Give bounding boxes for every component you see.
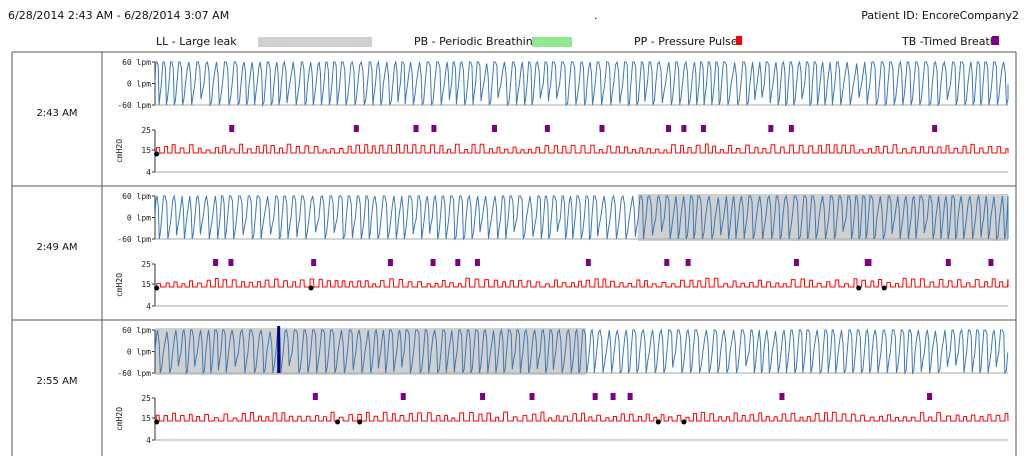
timed-breath-mark: [474, 259, 480, 266]
pressure-tick-label: 4: [146, 436, 151, 445]
patient-id: Patient ID: EncoreCompany2: [861, 9, 1019, 22]
timed-breath-mark: [793, 259, 799, 266]
flow-waveform: [154, 328, 1009, 375]
pressure-event-dot: [681, 419, 687, 425]
pressure-axis-label: cmH2O: [115, 139, 124, 163]
legend-large-leak: LL - Large leak: [156, 35, 372, 49]
pressure-tick-label: 4: [146, 302, 151, 311]
timed-breath-mark: [627, 393, 633, 400]
timed-breath-mark: [431, 125, 437, 132]
legend-pressure-pulse-label: PP - Pressure Pulse: [634, 35, 738, 48]
pressure-waveform: [155, 411, 1009, 422]
row-time: 2:49 AM: [36, 242, 77, 253]
row-2: 2:49 AM 60 lpm 0 lpm -60 lpm cmH2O 25 15 4: [12, 185, 1016, 311]
pressure-tick-label: 25: [141, 260, 151, 269]
timed-breath-mark: [585, 259, 591, 266]
timed-breath-mark: [353, 125, 359, 132]
timed-breath-mark: [529, 393, 535, 400]
pressure-axis-label: cmH2O: [115, 273, 124, 297]
legend-periodic-breathing: PB - Periodic Breathing: [414, 35, 572, 49]
timed-breath-mark: [413, 125, 419, 132]
timed-breath-mark: [681, 125, 687, 132]
timed-breath-mark: [779, 393, 785, 400]
timed-breath-mark: [544, 125, 550, 132]
legend-pressure-pulse: PP - Pressure Pulse: [634, 35, 742, 49]
row-time: 2:43 AM: [36, 108, 77, 119]
timed-breath-mark: [768, 125, 774, 132]
legend-timed-breath: TB -Timed Breath: [902, 35, 999, 49]
timed-breath-mark: [312, 393, 318, 400]
pressure-event-dot: [881, 285, 887, 291]
pressure-event-dot: [154, 285, 160, 291]
timed-breath-mark: [430, 259, 436, 266]
pressure-tick-label: 25: [141, 126, 151, 135]
timed-breath-mark: [480, 393, 486, 400]
flow-waveform: [154, 60, 1009, 107]
timed-breath-mark: [491, 125, 497, 132]
timed-breath-mark: [945, 259, 951, 266]
legend-timed-breath-swatch: [992, 36, 999, 45]
pressure-waveform: [155, 143, 1009, 154]
timed-breath-mark: [988, 259, 994, 266]
pressure-event-dot: [335, 419, 341, 425]
pressure-tick-label: 25: [141, 394, 151, 403]
timed-breath-mark: [685, 259, 691, 266]
flow-tick-label: 60 lpm: [122, 326, 151, 335]
timed-breath-mark: [610, 393, 616, 400]
pressure-tick-label: 15: [141, 280, 151, 289]
timed-breath-mark: [213, 259, 219, 266]
timed-breath-mark: [788, 125, 794, 132]
legend-large-leak-label: LL - Large leak: [156, 35, 237, 48]
legend-timed-breath-label: TB -Timed Breath: [902, 35, 997, 48]
timed-breath-mark: [664, 259, 670, 266]
timed-breath-mark: [866, 259, 872, 266]
flow-tick-label: 0 lpm: [127, 214, 151, 223]
timed-breath-mark: [592, 393, 598, 400]
timed-breath-mark: [927, 393, 933, 400]
legend-periodic-breathing-label: PB - Periodic Breathing: [414, 35, 540, 48]
flow-tick-label: 60 lpm: [122, 192, 151, 201]
legend-periodic-breathing-swatch: [532, 37, 572, 47]
pressure-event-dot: [154, 151, 160, 157]
timed-breath-mark: [599, 125, 605, 132]
flow-tick-label: 60 lpm: [122, 58, 151, 67]
pressure-axis-label: cmH2O: [115, 407, 124, 431]
pressure-event-dot: [308, 285, 314, 291]
timed-breath-mark: [311, 259, 317, 266]
pressure-tick-label: 15: [141, 146, 151, 155]
timed-breath-mark: [666, 125, 672, 132]
legend-large-leak-swatch: [258, 37, 372, 47]
header-dot: .: [594, 9, 598, 22]
flow-tick-label: 0 lpm: [127, 348, 151, 357]
flow-tick-label: -60 lpm: [117, 235, 151, 244]
flow-tick-label: -60 lpm: [117, 101, 151, 110]
flow-waveform: [154, 194, 1009, 241]
pressure-event-dot: [655, 419, 661, 425]
timed-breath-mark: [455, 259, 461, 266]
timed-breath-mark: [228, 259, 234, 266]
flow-tick-label: -60 lpm: [117, 369, 151, 378]
pressure-tick-label: 4: [146, 168, 151, 177]
row-time: 2:55 AM: [36, 376, 77, 387]
timed-breath-mark: [229, 125, 235, 132]
row-3: 2:55 AM 60 lpm 0 lpm -60 lpm cmH2O 25 15 4: [12, 319, 1016, 445]
pressure-event-dot: [856, 285, 862, 291]
timed-breath-mark: [387, 259, 393, 266]
timed-breath-mark: [400, 393, 406, 400]
timed-breath-mark: [932, 125, 938, 132]
row-1: 2:43 AM 60 lpm 0 lpm -60 lpm cmH2O 25 15 4: [36, 58, 1009, 177]
pressure-waveform: [155, 277, 1009, 288]
pressure-event-dot: [357, 419, 363, 425]
pressure-tick-label: 15: [141, 414, 151, 423]
timed-breath-mark: [700, 125, 706, 132]
pressure-event-dot: [154, 419, 160, 425]
date-range: 6/28/2014 2:43 AM - 6/28/2014 3:07 AM: [8, 9, 230, 22]
legend-pressure-pulse-swatch: [736, 36, 742, 45]
flow-tick-label: 0 lpm: [127, 80, 151, 89]
